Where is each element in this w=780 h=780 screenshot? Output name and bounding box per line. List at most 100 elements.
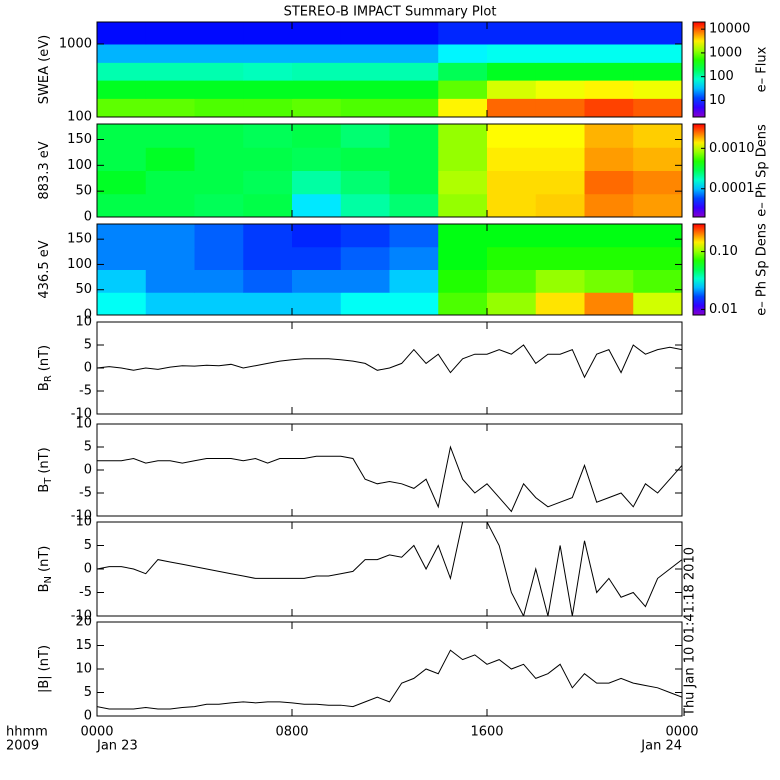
heatmap-cell bbox=[340, 292, 390, 316]
colorbar-label: e– Ph Sp Dens bbox=[755, 223, 770, 316]
heatmap-cell bbox=[535, 170, 585, 195]
heatmap-cell bbox=[438, 98, 488, 118]
heatmap-cell bbox=[487, 292, 537, 316]
y-tick-label: 5 bbox=[84, 338, 92, 353]
panel-frame bbox=[96, 21, 683, 118]
x-tick-label: 0000 bbox=[80, 725, 113, 740]
heatmap-cell bbox=[535, 292, 585, 316]
heatmap-cell bbox=[535, 269, 585, 293]
heatmap-cell bbox=[97, 170, 147, 195]
heatmap-cell bbox=[145, 80, 195, 99]
plot-title: STEREO-B IMPACT Summary Plot bbox=[284, 5, 497, 20]
y-tick-label: 0 bbox=[84, 562, 92, 577]
heatmap-cell bbox=[584, 224, 634, 248]
heatmap-cell bbox=[584, 246, 634, 270]
x-date-label: Jan 23 bbox=[96, 739, 138, 754]
y-axis-label-main: B bbox=[37, 583, 52, 592]
heatmap-cell bbox=[97, 80, 147, 99]
x-tick-label: 0000 bbox=[665, 725, 698, 740]
heatmap-cell bbox=[633, 80, 683, 99]
heatmap-cell bbox=[194, 193, 244, 218]
heatmap-cell bbox=[487, 80, 537, 99]
heatmap-cell bbox=[487, 147, 537, 171]
y-tick-label: 5 bbox=[84, 538, 92, 553]
heatmap-cell bbox=[145, 170, 195, 195]
colorbar-tick-label: 100 bbox=[709, 69, 734, 84]
heatmap-cell bbox=[438, 80, 488, 99]
colorbar-label: e– Ph Sp Dens bbox=[755, 124, 770, 217]
y-tick-label: 0 bbox=[84, 361, 92, 376]
heatmap-cell bbox=[194, 292, 244, 316]
heatmap-cell bbox=[584, 147, 634, 171]
y-axis-label: 436.5 eV bbox=[37, 240, 52, 298]
heatmap-cell bbox=[438, 147, 488, 171]
heatmap-cell bbox=[340, 170, 390, 195]
y-axis-label: BT (nT) bbox=[37, 447, 55, 492]
heatmap-cell bbox=[633, 246, 683, 270]
heatmap-cell bbox=[487, 43, 537, 63]
data-line bbox=[97, 649, 682, 710]
panel-frame bbox=[96, 521, 683, 617]
heatmap-cell bbox=[145, 43, 195, 63]
y-tick-label: 20 bbox=[75, 615, 92, 630]
y-axis-label: 883.3 eV bbox=[37, 141, 52, 199]
heatmap-cell bbox=[584, 43, 634, 63]
y-axis-label-main: B bbox=[37, 484, 52, 493]
heatmap-cell bbox=[487, 170, 537, 195]
y-axis-label-unit: (nT) bbox=[37, 447, 52, 473]
x-date-label: Jan 24 bbox=[640, 739, 682, 754]
y-tick-label: -10 bbox=[71, 609, 92, 624]
heatmap-cell bbox=[97, 147, 147, 171]
heatmap-cell bbox=[340, 124, 390, 148]
heatmap-cell bbox=[97, 292, 147, 316]
heatmap-cell bbox=[487, 98, 537, 118]
heatmap-cell bbox=[340, 80, 390, 99]
colorbar-tick-label: 10000 bbox=[709, 22, 750, 37]
heatmap-cell bbox=[243, 269, 293, 293]
heatmap-cell bbox=[438, 246, 488, 270]
heatmap-cell bbox=[194, 147, 244, 171]
y-tick-label: 0 bbox=[84, 463, 92, 478]
heatmap-cell bbox=[438, 62, 488, 81]
panel-frame bbox=[96, 223, 683, 316]
heatmap-cell bbox=[389, 193, 439, 218]
y-axis-label-main: 436.5 eV bbox=[37, 240, 52, 298]
heatmap-cell bbox=[194, 43, 244, 63]
data-line bbox=[97, 522, 682, 616]
heatmap-cell bbox=[487, 224, 537, 248]
colorbar bbox=[692, 123, 706, 218]
y-tick-label: 150 bbox=[67, 132, 92, 147]
heatmap-cell bbox=[535, 124, 585, 148]
heatmap-cell bbox=[535, 98, 585, 118]
heatmap-cell bbox=[584, 124, 634, 148]
heatmap-cell bbox=[389, 80, 439, 99]
heatmap-cell bbox=[389, 224, 439, 248]
heatmap-cell bbox=[584, 269, 634, 293]
timestamp: Thu Jan 10 01:41:18 2010 bbox=[683, 547, 698, 717]
heatmap-cell bbox=[292, 292, 342, 316]
heatmap-cell bbox=[145, 62, 195, 81]
heatmap-cell bbox=[340, 98, 390, 118]
heatmap-cell bbox=[243, 147, 293, 171]
heatmap-cell bbox=[535, 246, 585, 270]
heatmap-cell bbox=[194, 170, 244, 195]
heatmap-cell bbox=[535, 43, 585, 63]
heatmap-cell bbox=[194, 62, 244, 81]
panel-frame bbox=[96, 321, 683, 415]
heatmap-cell bbox=[145, 147, 195, 171]
heatmap-cell bbox=[438, 22, 488, 45]
heatmap-cell bbox=[243, 22, 293, 45]
x-axis-label: hhmm bbox=[6, 725, 48, 740]
colorbar-tick-label: 0.0001 bbox=[709, 181, 755, 196]
heatmap-cell bbox=[145, 224, 195, 248]
heatmap-cell bbox=[243, 124, 293, 148]
heatmap-cell bbox=[243, 80, 293, 99]
heatmap-cell bbox=[535, 62, 585, 81]
data-line bbox=[97, 344, 682, 379]
heatmap-cell bbox=[194, 124, 244, 148]
heatmap-cell bbox=[584, 98, 634, 118]
heatmap-cell bbox=[438, 43, 488, 63]
heatmap-cell bbox=[243, 224, 293, 248]
heatmap-cell bbox=[633, 43, 683, 63]
colorbar-tick-label: 10 bbox=[709, 93, 726, 108]
